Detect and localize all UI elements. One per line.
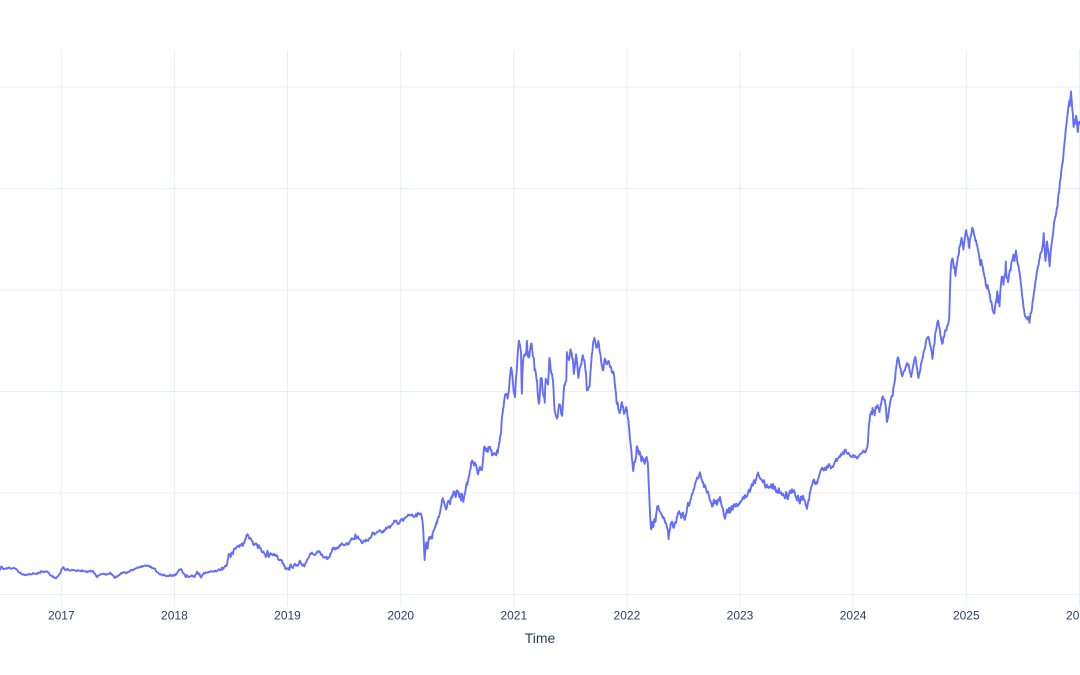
svg-text:2021: 2021 [500,609,527,623]
svg-text:2020: 2020 [387,609,414,623]
svg-text:2023: 2023 [727,609,754,623]
svg-text:2025: 2025 [953,609,980,623]
svg-text:2018: 2018 [161,609,188,623]
svg-text:2026: 2026 [1066,609,1080,623]
svg-text:2019: 2019 [274,609,301,623]
svg-text:Time: Time [525,630,556,646]
svg-text:2017: 2017 [48,609,75,623]
svg-text:2024: 2024 [840,609,867,623]
svg-text:2022: 2022 [614,609,641,623]
